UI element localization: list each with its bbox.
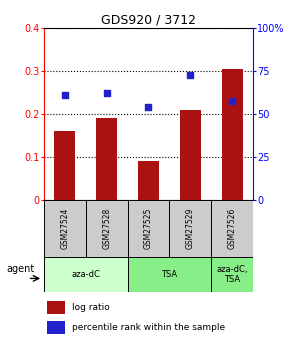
Text: agent: agent (6, 264, 34, 274)
Bar (128, 257, 211, 292)
Text: GSM27525: GSM27525 (144, 208, 153, 249)
Bar (46, 301, 65, 314)
Text: GSM27529: GSM27529 (186, 208, 195, 249)
Text: GSM27524: GSM27524 (60, 208, 69, 249)
Bar (211, 257, 253, 292)
Text: log ratio: log ratio (72, 303, 110, 312)
Bar (55, 131, 75, 200)
Text: TSA: TSA (161, 270, 178, 279)
Bar (128, 200, 169, 257)
Bar (222, 69, 242, 200)
Bar (169, 200, 211, 257)
Bar (211, 200, 253, 257)
Text: GSM27528: GSM27528 (102, 208, 111, 249)
Bar (44, 200, 86, 257)
Bar (96, 118, 117, 200)
Text: aza-dC: aza-dC (71, 270, 100, 279)
Point (188, 72, 193, 78)
Point (104, 90, 109, 96)
Bar (180, 110, 201, 200)
Point (230, 98, 235, 104)
Bar (46, 321, 65, 334)
Point (146, 104, 151, 110)
Title: GDS920 / 3712: GDS920 / 3712 (101, 13, 196, 27)
Text: GSM27526: GSM27526 (228, 208, 237, 249)
Bar (86, 200, 128, 257)
Bar (44, 257, 128, 292)
Text: percentile rank within the sample: percentile rank within the sample (72, 323, 225, 332)
Text: aza-dC,
TSA: aza-dC, TSA (216, 265, 248, 284)
Bar (138, 161, 159, 200)
Point (62, 92, 67, 98)
